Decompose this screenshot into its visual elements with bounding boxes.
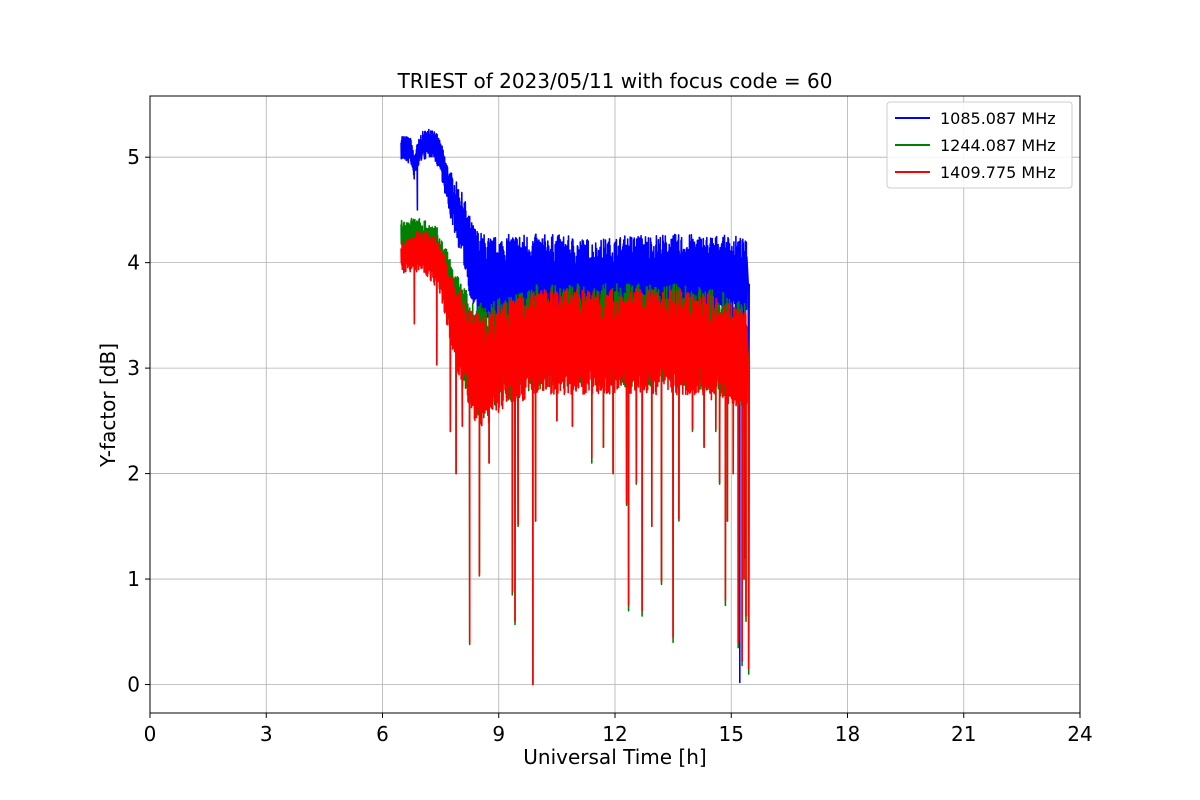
legend-label-1409: 1409.775 MHz [940, 163, 1056, 182]
x-tick-label: 21 [951, 722, 976, 746]
chart-title: TRIEST of 2023/05/11 with focus code = 6… [397, 69, 833, 93]
x-tick-label: 3 [260, 722, 273, 746]
y-axis-label: Y-factor [dB] [96, 343, 120, 468]
y-tick-label: 0 [127, 673, 140, 697]
x-tick-label: 24 [1067, 722, 1092, 746]
y-tick-label: 3 [127, 356, 140, 380]
x-tick-label: 18 [835, 722, 860, 746]
x-tick-label: 12 [602, 722, 627, 746]
x-tick-label: 9 [492, 722, 505, 746]
legend-label-1244: 1244.087 MHz [940, 136, 1056, 155]
grid [149, 96, 1081, 713]
y-tick-label: 4 [127, 251, 140, 275]
y-tick-label: 2 [127, 462, 140, 486]
x-axis-label: Universal Time [h] [523, 745, 706, 769]
series-group [400, 128, 750, 686]
x-tick-label: 6 [376, 722, 389, 746]
x-tick-label: 0 [144, 722, 157, 746]
legend-label-1085: 1085.087 MHz [940, 109, 1056, 128]
y-tick-label: 1 [127, 567, 140, 591]
series-line-2 [400, 230, 750, 686]
x-tick-label: 15 [719, 722, 744, 746]
legend-box [886, 101, 1073, 189]
y-tick-label: 5 [127, 145, 140, 169]
legend: 1085.087 MHz 1244.087 MHz 1409.775 MHz [886, 101, 1073, 189]
series-line-0 [400, 128, 750, 684]
